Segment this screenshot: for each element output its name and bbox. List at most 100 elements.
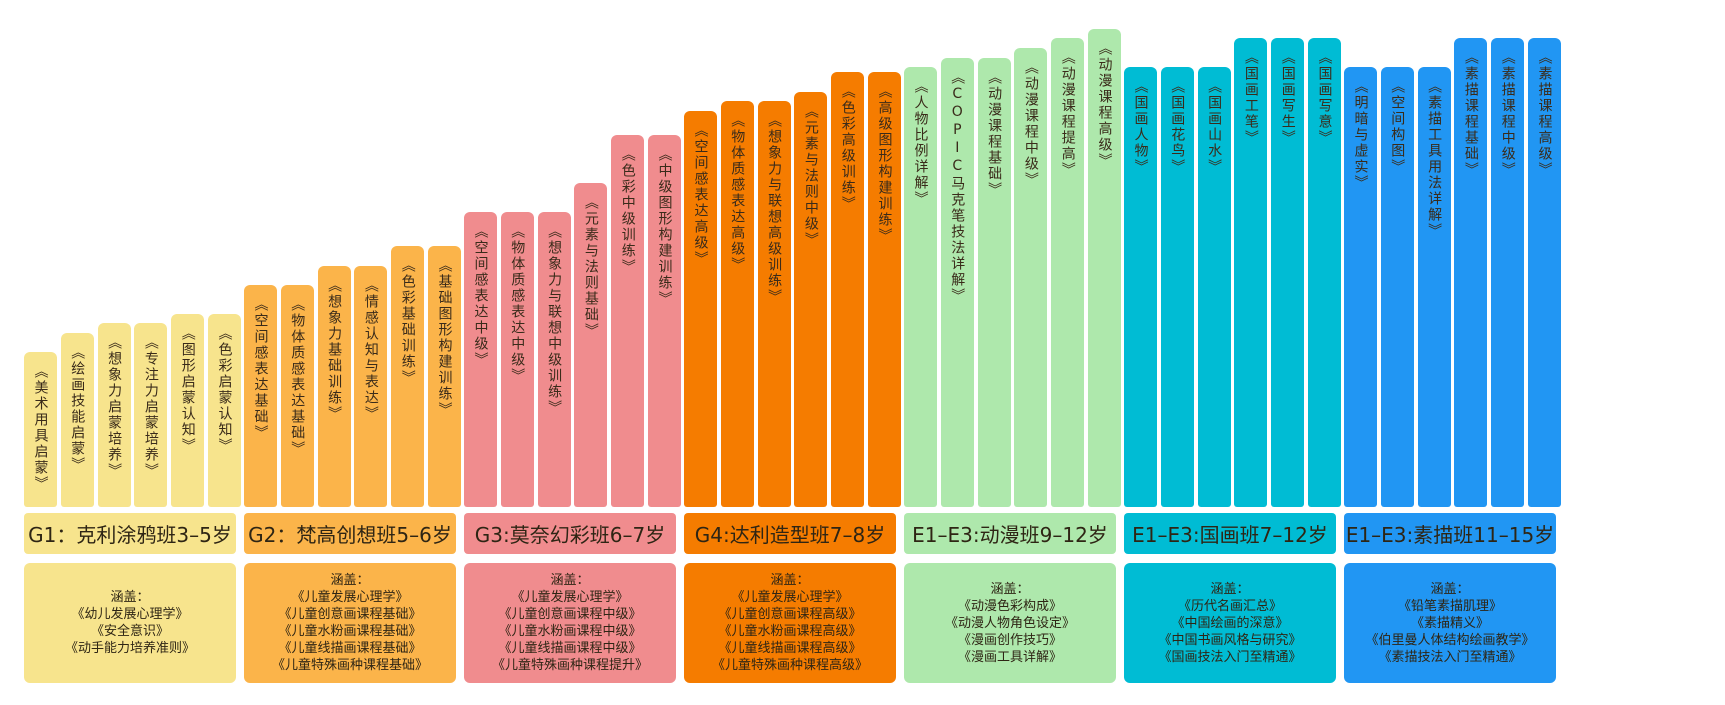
coverage-heading: 涵盖：: [1430, 581, 1470, 597]
course-label: 《动漫课程高级》: [1096, 40, 1113, 169]
course-label: 《COPIC马克笔技法详解》: [949, 69, 966, 304]
group-title: E1–E3:动漫班9–12岁: [904, 513, 1116, 554]
course-bar: 《中级图形构建训练》: [648, 135, 681, 507]
coverage-box: 涵盖： 《动漫色彩构成》 《动漫人物角色设定》 《漫画创作技巧》 《漫画工具详解》: [904, 563, 1116, 683]
course-label: 《国画写意》: [1316, 50, 1333, 147]
course-bar: 《色彩高级训练》: [831, 72, 865, 507]
coverage-item: 《儿童发展心理学》: [291, 590, 409, 605]
course-bar: 《动漫课程基础》: [977, 57, 1011, 507]
course-label: 《元素与法则基础》: [582, 195, 599, 340]
course-label: 《想象力与联想中级训练》: [546, 224, 563, 417]
coverage-item: 《儿童线描画课程基础》: [278, 641, 422, 656]
course-label: 《空间构图》: [1389, 79, 1406, 176]
coverage-item: 《儿童特殊画种课程提升》: [491, 658, 648, 673]
course-bar: 《元素与法则中级》: [794, 91, 828, 507]
course-bar: 《元素与法则基础》: [574, 183, 608, 507]
course-bar: 《素描课程基础》: [1454, 38, 1488, 507]
course-label: 《动漫课程提高》: [1059, 50, 1076, 179]
course-label: 《色彩高级训练》: [839, 84, 856, 213]
coverage-item: 《动漫色彩构成》: [957, 598, 1062, 614]
course-bar: 《国画花鸟》: [1160, 67, 1194, 507]
coverage-item: 《幼儿发展心理学》: [71, 607, 189, 622]
coverage-box: 涵盖： 《铅笔素描肌理》 《素描精义》 《伯里曼人体结构绘画教学》 《素描技法入门至精通…: [1344, 563, 1556, 683]
group-title: G1：克利涂鸦班3–5岁: [24, 513, 236, 554]
group-title: G3:莫奈幻彩班6–7岁: [464, 513, 676, 554]
course-label: 《国画花鸟》: [1169, 79, 1186, 176]
group-title: E1–E3:素描班11–15岁: [1344, 513, 1556, 554]
group-title: G4:达利造型班7–8岁: [684, 513, 896, 554]
coverage-item: 《儿童发展心理学》: [511, 590, 629, 605]
course-bar: 《情感认知与表达》: [354, 265, 388, 507]
course-label: 《素描课程高级》: [1536, 50, 1553, 179]
coverage-heading: 涵盖：: [330, 573, 370, 588]
coverage-item: 《中国绘画的深意》: [1171, 615, 1289, 631]
coverage-item: 《素描技法入门至精通》: [1378, 649, 1522, 665]
coverage-box: 涵盖： 《历代名画汇总》 《中国绘画的深意》 《中国书画风格与研究》 《国画技法入门至精…: [1124, 563, 1336, 683]
coverage-box: 涵盖： 《儿童发展心理学》 《儿童创意画课程中级》 《儿童水粉画课程中级》 《儿童线描画…: [464, 563, 676, 683]
course-bar: 《想象力启蒙培养》: [97, 323, 131, 507]
course-bar: 《图形启蒙认知》: [171, 313, 205, 507]
course-label: 《想象力基础训练》: [326, 277, 343, 422]
coverage-item: 《历代名画汇总》: [1177, 598, 1282, 614]
coverage-item: 《儿童创意画课程高级》: [718, 607, 862, 622]
group-title: G2：梵高创想班5–6岁: [244, 513, 456, 554]
course-bar: 《素描课程高级》: [1528, 38, 1561, 507]
course-bar: 《色彩基础训练》: [391, 246, 425, 507]
course-label: 《空间感表达基础》: [252, 296, 269, 441]
course-label: 《情感认知与表达》: [362, 277, 379, 422]
course-label: 《图形启蒙认知》: [179, 325, 196, 454]
course-bar: 《想象力与联想中级训练》: [537, 212, 571, 507]
coverage-item: 《伯里曼人体结构绘画教学》: [1365, 632, 1535, 648]
course-label: 《国画工笔》: [1242, 50, 1259, 147]
course-bar: 《想象力基础训练》: [317, 265, 351, 507]
course-label: 《物体质感表达中级》: [509, 224, 526, 385]
course-label: 《物体质感表达基础》: [289, 296, 306, 457]
course-label: 《色彩中级训练》: [619, 147, 636, 276]
coverage-item: 《儿童发展心理学》: [731, 590, 849, 605]
coverage-item: 《安全意识》: [90, 624, 169, 639]
course-bar: 《明暗与虚实》: [1344, 67, 1377, 507]
course-label: 《想象力启蒙培养》: [106, 335, 123, 480]
coverage-item: 《动手能力培养准则》: [64, 641, 195, 656]
course-bar: 《动漫课程提高》: [1051, 38, 1085, 507]
course-label: 《想象力与联想高级训练》: [766, 113, 783, 306]
coverage-item: 《儿童水粉画课程高级》: [718, 624, 862, 639]
course-bar: 《想象力与联想高级训练》: [757, 101, 791, 507]
course-label: 《基础图形构建训练》: [436, 258, 453, 419]
course-label: 《空间感表达中级》: [472, 224, 489, 369]
coverage-item: 《儿童水粉画课程中级》: [498, 624, 642, 639]
course-bar: 《COPIC马克笔技法详解》: [940, 57, 974, 507]
coverage-item: 《素描精义》: [1410, 615, 1489, 631]
coverage-box: 涵盖： 《幼儿发展心理学》 《安全意识》 《动手能力培养准则》: [24, 563, 236, 683]
course-bar: 《国画山水》: [1197, 67, 1231, 507]
coverage-item: 《国画技法入门至精通》: [1158, 649, 1302, 665]
course-label: 《国画人物》: [1132, 79, 1149, 176]
coverage-box: 涵盖： 《儿童发展心理学》 《儿童创意画课程基础》 《儿童水粉画课程基础》 《儿童线描画…: [244, 563, 456, 683]
course-label: 《素描工具用法详解》: [1426, 79, 1443, 240]
coverage-item: 《儿童创意画课程基础》: [278, 607, 422, 622]
course-label: 《物体质感表达高级》: [729, 113, 746, 274]
course-bar: 《动漫课程高级》: [1088, 28, 1121, 507]
coverage-item: 《儿童特殊画种课程高级》: [711, 658, 868, 673]
course-label: 《高级图形构建训练》: [876, 84, 893, 245]
coverage-item: 《漫画创作技巧》: [957, 632, 1062, 648]
course-bar: 《国画写生》: [1271, 38, 1305, 507]
course-bar: 《空间感表达高级》: [684, 110, 717, 507]
course-label: 《明暗与虚实》: [1352, 79, 1369, 192]
course-label: 《动漫课程中级》: [1022, 60, 1039, 189]
coverage-heading: 涵盖：: [550, 573, 590, 588]
course-bar: 《人物比例详解》: [904, 67, 937, 507]
course-label: 《美术用具启蒙》: [32, 364, 49, 493]
coverage-heading: 涵盖：: [770, 573, 810, 588]
course-bar: 《专注力启蒙培养》: [134, 323, 168, 507]
course-bar: 《基础图形构建训练》: [428, 246, 461, 507]
coverage-item: 《漫画工具详解》: [957, 649, 1062, 665]
course-bar: 《绘画技能启蒙》: [60, 333, 94, 507]
course-label: 《素描课程中级》: [1499, 50, 1516, 179]
course-label: 《国画写生》: [1279, 50, 1296, 147]
coverage-item: 《儿童特殊画种课程基础》: [271, 658, 428, 673]
course-bar: 《空间感表达基础》: [244, 284, 277, 507]
course-bar: 《物体质感表达高级》: [720, 101, 754, 507]
coverage-item: 《中国书画风格与研究》: [1158, 632, 1302, 648]
